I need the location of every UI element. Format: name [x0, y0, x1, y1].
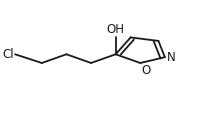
Text: N: N	[167, 51, 176, 64]
Text: O: O	[141, 64, 151, 77]
Text: Cl: Cl	[2, 48, 14, 61]
Text: OH: OH	[107, 23, 125, 36]
